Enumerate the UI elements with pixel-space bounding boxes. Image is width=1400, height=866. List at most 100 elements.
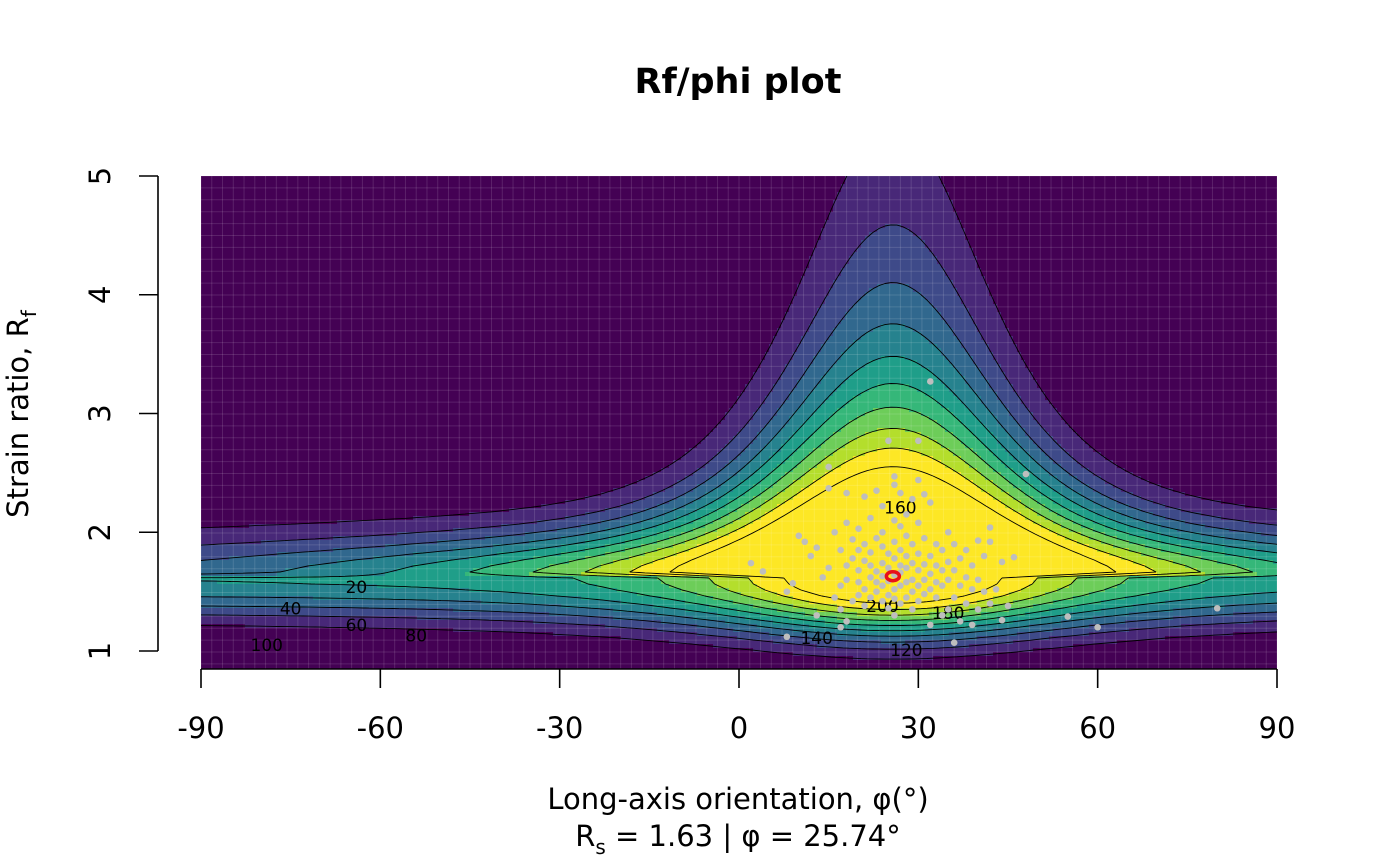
heatmap-cell bbox=[873, 204, 878, 209]
heatmap-cell bbox=[645, 228, 650, 233]
heatmap-cell bbox=[1045, 180, 1050, 185]
heatmap-cell bbox=[1121, 212, 1126, 217]
heatmap-cell bbox=[561, 204, 566, 209]
heatmap-cell bbox=[765, 224, 770, 229]
heatmap-cell bbox=[741, 228, 746, 233]
heatmap-cell bbox=[785, 188, 790, 193]
heatmap-cell bbox=[621, 176, 626, 181]
heatmap-cell bbox=[1237, 244, 1242, 249]
heatmap-cell bbox=[513, 204, 518, 209]
heatmap-cell bbox=[673, 248, 678, 253]
heatmap-cell bbox=[897, 180, 902, 185]
heatmap-cell bbox=[281, 248, 286, 253]
heatmap-cell bbox=[633, 192, 638, 197]
heatmap-cell bbox=[493, 192, 498, 197]
heatmap-cell bbox=[529, 244, 534, 249]
heatmap-cell bbox=[1021, 180, 1026, 185]
heatmap-cell bbox=[1161, 200, 1166, 205]
heatmap-cell bbox=[293, 224, 298, 229]
heatmap-cell bbox=[205, 216, 210, 221]
heatmap-cell bbox=[1137, 244, 1142, 249]
heatmap-cell bbox=[729, 236, 734, 241]
heatmap-cell bbox=[1217, 212, 1222, 217]
heatmap-cell bbox=[933, 212, 938, 217]
heatmap-cell bbox=[417, 216, 422, 221]
heatmap-cell bbox=[1009, 212, 1014, 217]
heatmap-cell bbox=[245, 188, 250, 193]
heatmap-cell bbox=[389, 244, 394, 249]
heatmap-cell bbox=[845, 200, 850, 205]
heatmap-cell bbox=[441, 212, 446, 217]
heatmap-cell bbox=[1121, 200, 1126, 205]
heatmap-cell bbox=[433, 236, 438, 241]
heatmap-cell bbox=[373, 192, 378, 197]
heatmap-cell bbox=[1213, 244, 1218, 249]
heatmap-cell bbox=[697, 180, 702, 185]
heatmap-cell bbox=[217, 176, 222, 181]
heatmap-cell bbox=[585, 248, 590, 253]
heatmap-cell bbox=[613, 180, 618, 185]
heatmap-cell bbox=[657, 188, 662, 193]
heatmap-cell bbox=[1225, 188, 1230, 193]
heatmap-cell bbox=[1225, 176, 1230, 181]
heatmap-cell bbox=[429, 248, 434, 253]
heatmap-cell bbox=[777, 188, 782, 193]
heatmap-cell bbox=[473, 236, 478, 241]
heatmap-cell bbox=[1073, 188, 1078, 193]
heatmap-cell bbox=[381, 228, 386, 233]
heatmap-cell bbox=[733, 212, 738, 217]
heatmap-cell bbox=[1121, 236, 1126, 241]
heatmap-cell bbox=[977, 244, 982, 249]
heatmap-cell bbox=[957, 244, 962, 249]
heatmap-cell bbox=[561, 244, 566, 249]
heatmap-cell bbox=[345, 204, 350, 209]
heatmap-cell bbox=[513, 224, 518, 229]
heatmap-cell bbox=[485, 244, 490, 249]
heatmap-cell bbox=[913, 228, 918, 233]
heatmap-cell bbox=[1177, 188, 1182, 193]
heatmap-cell bbox=[281, 240, 286, 245]
heatmap-cell bbox=[581, 244, 586, 249]
heatmap-cell bbox=[761, 236, 766, 241]
heatmap-cell bbox=[201, 216, 206, 221]
heatmap-cell bbox=[813, 192, 818, 197]
heatmap-cell bbox=[957, 200, 962, 205]
heatmap-cell bbox=[537, 200, 542, 205]
heatmap-cell bbox=[553, 248, 558, 253]
heatmap-cell bbox=[725, 180, 730, 185]
heatmap-cell bbox=[1073, 236, 1078, 241]
heatmap-cell bbox=[241, 204, 246, 209]
heatmap-cell bbox=[665, 236, 670, 241]
heatmap-cell bbox=[805, 248, 810, 253]
heatmap-cell bbox=[389, 228, 394, 233]
heatmap-cell bbox=[493, 176, 498, 181]
heatmap-cell bbox=[277, 212, 282, 217]
heatmap-cell bbox=[553, 192, 558, 197]
heatmap-cell bbox=[365, 244, 370, 249]
heatmap-cell bbox=[777, 248, 782, 253]
heatmap-cell bbox=[525, 176, 530, 181]
heatmap-cell bbox=[745, 180, 750, 185]
heatmap-cell bbox=[873, 224, 878, 229]
heatmap-cell bbox=[1181, 192, 1186, 197]
heatmap-cell bbox=[461, 212, 466, 217]
heatmap-cell bbox=[533, 216, 538, 221]
heatmap-cell bbox=[1217, 192, 1222, 197]
heatmap-cell bbox=[261, 192, 266, 197]
heatmap-cell bbox=[1073, 204, 1078, 209]
heatmap-cell bbox=[869, 180, 874, 185]
heatmap-cell bbox=[949, 180, 954, 185]
heatmap-cell bbox=[325, 224, 330, 229]
heatmap-cell bbox=[417, 224, 422, 229]
heatmap-cell bbox=[1153, 228, 1158, 233]
heatmap-cell bbox=[1249, 204, 1254, 209]
heatmap-cell bbox=[225, 188, 230, 193]
chart-title: Rf/phi plot bbox=[635, 62, 842, 102]
heatmap-cell bbox=[529, 240, 534, 245]
heatmap-cell bbox=[377, 244, 382, 249]
heatmap-cell bbox=[465, 224, 470, 229]
heatmap-cell bbox=[245, 192, 250, 197]
heatmap-cell bbox=[461, 176, 466, 181]
heatmap-cell bbox=[1005, 224, 1010, 229]
heatmap-cell bbox=[1249, 212, 1254, 217]
